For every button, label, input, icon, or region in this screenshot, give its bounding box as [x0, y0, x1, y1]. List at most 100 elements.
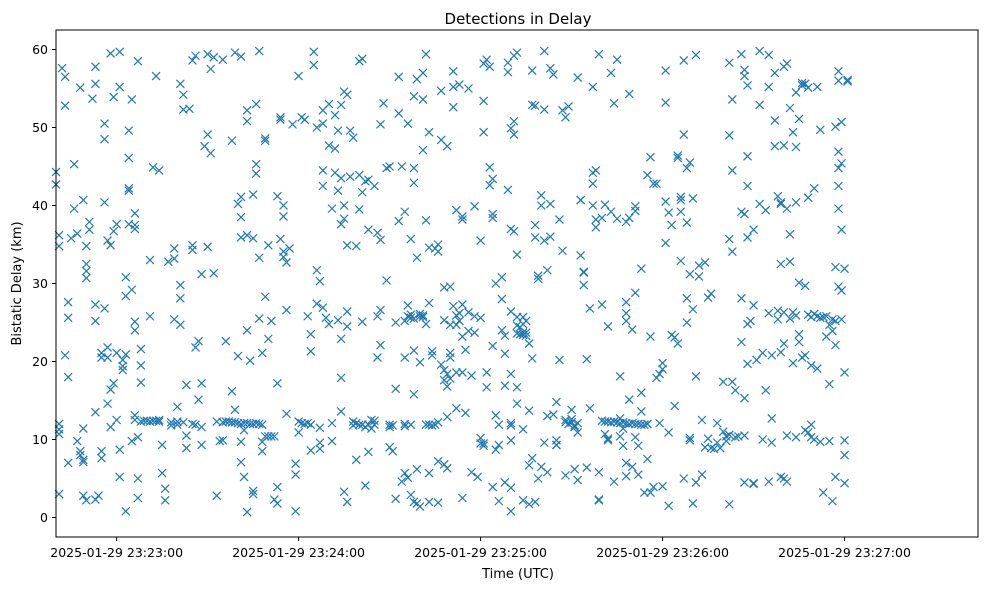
scatter-point	[755, 46, 765, 56]
scatter-point	[78, 424, 88, 434]
scatter-point	[439, 315, 449, 325]
scatter-point	[251, 169, 261, 178]
scatter-point	[127, 436, 137, 446]
scatter-point	[561, 470, 570, 480]
scatter-point	[506, 123, 516, 133]
scatter-point	[552, 435, 561, 445]
scatter-point	[697, 470, 707, 480]
scatter-point	[494, 496, 504, 506]
scatter-point	[260, 136, 270, 146]
scatter-point	[279, 211, 288, 221]
scatter-point	[755, 100, 765, 110]
scatter-point	[175, 293, 185, 303]
scatter-point	[582, 354, 592, 364]
scatter-point	[530, 233, 540, 242]
scatter-point	[257, 446, 267, 456]
scatter-point	[203, 242, 213, 252]
scatter-point	[488, 174, 498, 184]
scatter-point	[679, 130, 689, 139]
scatter-point	[409, 163, 419, 173]
scatter-point	[606, 207, 616, 217]
scatter-point	[254, 253, 264, 263]
scatter-point	[530, 497, 540, 507]
scatter-point	[488, 341, 498, 351]
scatter-point	[585, 403, 595, 413]
scatter-point	[494, 440, 504, 450]
scatter-point	[409, 389, 419, 399]
scatter-point	[333, 186, 343, 196]
scatter-point	[542, 411, 552, 421]
scatter-point	[746, 316, 755, 326]
scatter-point	[476, 236, 486, 246]
scatter-point	[254, 46, 264, 56]
scatter-point	[479, 441, 489, 451]
scatter-point	[730, 432, 740, 442]
scatter-point	[615, 431, 625, 441]
scatter-point	[84, 225, 94, 235]
scatter-point	[388, 421, 398, 430]
scatter-point	[103, 343, 112, 352]
scatter-point	[749, 225, 758, 235]
scatter-point	[661, 66, 671, 75]
scatter-point	[473, 472, 482, 482]
scatter-point	[87, 94, 97, 104]
scatter-point	[539, 236, 549, 246]
scatter-point	[724, 430, 734, 440]
scatter-point	[406, 490, 416, 500]
scatter-point	[124, 183, 134, 193]
scatter-point	[327, 418, 337, 428]
scatter-point	[688, 304, 698, 314]
scatter-point	[606, 68, 616, 78]
scatter-point	[130, 220, 140, 230]
scatter-point	[57, 63, 67, 73]
scatter-point	[831, 262, 840, 272]
scatter-point	[494, 420, 504, 430]
scatter-points	[51, 46, 853, 517]
scatter-point	[160, 484, 170, 494]
scatter-point	[282, 409, 291, 419]
scatter-point	[382, 163, 392, 173]
scatter-point	[600, 200, 610, 210]
scatter-point	[318, 181, 328, 191]
scatter-point	[194, 395, 203, 405]
scatter-point	[448, 301, 458, 311]
scatter-point	[834, 181, 843, 191]
scatter-point	[740, 65, 749, 75]
x-tick-label: 2025-01-29 23:23:00	[50, 545, 183, 560]
scatter-point	[682, 293, 692, 303]
scatter-point	[373, 228, 382, 238]
scatter-point	[448, 82, 458, 92]
scatter-point	[282, 305, 291, 315]
scatter-point	[418, 68, 428, 78]
scatter-point	[621, 471, 631, 481]
scatter-point	[245, 356, 255, 366]
scatter-point	[363, 447, 373, 457]
scatter-point	[603, 434, 613, 444]
scatter-point	[433, 247, 443, 256]
scatter-point	[837, 117, 846, 127]
scatter-point	[785, 103, 795, 113]
scatter-point	[767, 438, 777, 448]
scatter-point	[427, 421, 437, 430]
scatter-point	[209, 52, 219, 62]
scatter-point	[388, 446, 398, 456]
scatter-point	[324, 99, 334, 109]
scatter-point	[527, 66, 537, 75]
scatter-point	[454, 80, 464, 90]
scatter-point	[242, 230, 252, 240]
scatter-point	[488, 213, 498, 223]
scatter-point	[336, 406, 346, 416]
scatter-point	[530, 101, 540, 111]
scatter-point	[315, 276, 325, 286]
scatter-point	[212, 491, 222, 501]
scatter-point	[248, 233, 258, 243]
scatter-point	[154, 417, 164, 426]
scatter-point	[646, 152, 655, 162]
scatter-point	[127, 285, 137, 295]
scatter-point	[727, 247, 737, 256]
scatter-point	[457, 493, 467, 503]
scatter-point	[509, 130, 519, 139]
scatter-point	[272, 482, 282, 492]
scatter-point	[615, 414, 625, 423]
